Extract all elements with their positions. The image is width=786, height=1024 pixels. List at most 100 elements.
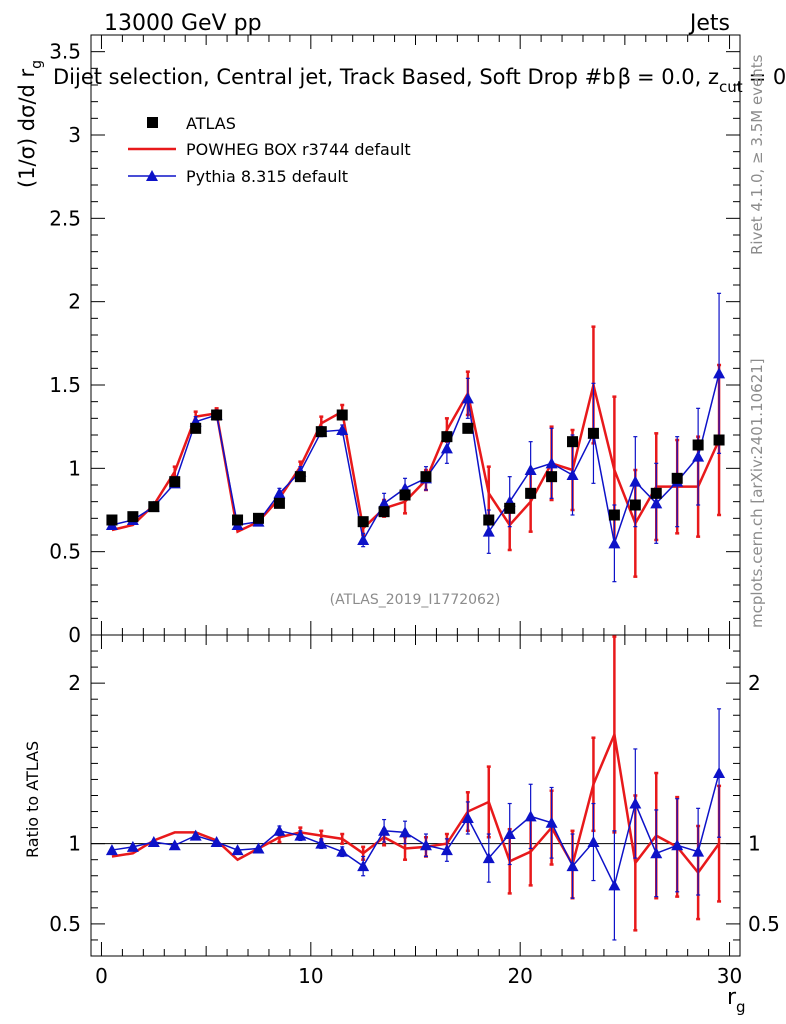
atlas-data-point xyxy=(399,489,411,501)
x-axis-title: rg xyxy=(727,985,746,1016)
atlas-data-point xyxy=(127,511,139,523)
main-y-tick-label: 0.5 xyxy=(49,540,81,564)
atlas-data-point xyxy=(567,436,579,448)
atlas-data-point xyxy=(378,506,390,518)
ratio-pythia-point xyxy=(419,839,432,851)
ratio-pythia-point xyxy=(482,852,495,864)
atlas-data-point xyxy=(713,434,725,446)
ratio-pythia-point xyxy=(168,839,181,851)
ratio-y-tick-label-right: 1 xyxy=(748,832,761,856)
pythia-point xyxy=(650,497,663,509)
ratio-pythia-point xyxy=(650,847,663,859)
main-y-tick-label: 0 xyxy=(68,623,81,647)
atlas-data-point xyxy=(671,472,683,484)
beta-text: = 0.0, z xyxy=(637,65,719,89)
main-y-tick-label: 3.5 xyxy=(49,40,81,64)
ratio-pythia-line xyxy=(111,772,720,888)
main-y-tick-label: 1 xyxy=(68,456,81,480)
ratio-pythia-point xyxy=(189,829,202,841)
energy-label: 13000 GeV pp xyxy=(104,11,262,36)
pythia-point xyxy=(378,497,391,509)
atlas-data-point xyxy=(148,501,160,513)
atlas-data-point xyxy=(504,502,516,514)
main-y-tick-label: 2 xyxy=(68,290,81,314)
ratio-pythia-point xyxy=(713,767,726,779)
legend-atlas-marker xyxy=(147,117,158,128)
selection-label: Dijet selection, Central jet, Track Base… xyxy=(53,65,786,96)
x-axis-text: r xyxy=(727,985,737,1010)
atlas-data-point xyxy=(190,422,202,434)
main-y-axis-title: (1/σ) dσ/d rg xyxy=(15,60,45,188)
atlas-data-point xyxy=(232,514,244,526)
atlas-data-point xyxy=(336,409,348,421)
main-y-axis-text: (1/σ) dσ/d r xyxy=(15,68,39,188)
ratio-plot-area xyxy=(105,635,726,941)
ratio-pythia-point xyxy=(231,844,244,856)
ratio-pythia-point xyxy=(692,845,705,857)
atlas-data-point xyxy=(315,426,327,438)
ratio-pythia-point xyxy=(315,837,328,849)
analysis-id: (ATLAS_2019_I1772062) xyxy=(330,592,501,608)
pythia-point xyxy=(482,525,495,537)
ratio-pythia-point xyxy=(671,839,684,851)
ratio-pythia-point xyxy=(524,810,537,822)
pythia-point xyxy=(713,367,726,379)
pythia-point xyxy=(566,469,579,480)
legend-pythia-label: Pythia 8.315 default xyxy=(186,167,348,186)
ratio-pythia-point xyxy=(629,797,642,809)
atlas-data-point xyxy=(211,409,223,421)
rivet-label: Rivet 4.1.0, ≥ 3.5M events xyxy=(748,54,766,255)
ratio-axis-ticks: 0.5 0.51 12 20 10 20 30 xyxy=(49,635,780,988)
atlas-data-point xyxy=(169,476,181,488)
zcut-sub: cut xyxy=(719,78,743,96)
ratio-plot-frame xyxy=(90,634,741,957)
x-axis-sub: g xyxy=(736,998,746,1016)
pythia-point xyxy=(629,475,642,487)
ratio-pythia-point xyxy=(126,840,139,852)
mcplots-label: mcplots.cern.ch [arXiv:2401.10621] xyxy=(748,358,766,628)
ratio-pythia-point xyxy=(608,879,621,891)
atlas-data-point xyxy=(441,431,453,443)
ratio-y-tick-label: 1 xyxy=(68,832,81,856)
atlas-data-point xyxy=(483,514,495,526)
atlas-data-point xyxy=(462,422,474,434)
beta-symbol: β xyxy=(618,65,631,89)
main-y-tick-label: 1.5 xyxy=(49,373,81,397)
ratio-pythia-point xyxy=(273,824,286,836)
ratio-pythia-point xyxy=(357,860,370,872)
ratio-pythia-point xyxy=(503,828,516,840)
legend-powheg-label: POWHEG BOX r3744 default xyxy=(186,140,411,159)
ratio-pythia-point xyxy=(566,860,579,872)
main-y-axis-sub: g xyxy=(29,60,45,69)
ratio-pythia-point xyxy=(587,836,600,848)
ratio-powheg-line xyxy=(111,730,721,875)
pythia-series-line xyxy=(111,373,720,547)
x-tick-label: 20 xyxy=(507,964,532,988)
atlas-data-point xyxy=(294,471,306,483)
atlas-data-point xyxy=(273,497,285,509)
atlas-data-point xyxy=(546,471,558,483)
pythia-point xyxy=(692,450,705,462)
atlas-data-point xyxy=(106,514,118,526)
ratio-pythia-point xyxy=(440,844,453,856)
ratio-pythia-point xyxy=(336,845,349,857)
ratio-pythia-point xyxy=(378,824,391,836)
atlas-data-point xyxy=(608,509,620,521)
ratio-pythia-point xyxy=(461,811,474,823)
atlas-data-point xyxy=(692,439,704,451)
ratio-pythia-point xyxy=(147,836,160,848)
atlas-data-point xyxy=(525,487,537,499)
atlas-data-point xyxy=(629,499,641,511)
pythia-point xyxy=(357,534,370,545)
main-y-tick-label: 3 xyxy=(68,123,81,147)
x-tick-label: 0 xyxy=(95,964,108,988)
legend: ATLAS POWHEG BOX r3744 default Pythia 8.… xyxy=(128,114,411,186)
main-plot-area xyxy=(105,292,726,583)
ratio-y-tick-label: 2 xyxy=(68,671,81,695)
powheg-series-line xyxy=(111,384,721,534)
x-tick-label: 10 xyxy=(298,964,323,988)
ratio-pythia-point xyxy=(105,844,118,856)
main-axis-ticks: 0 0.5 1 1.5 2 2.5 3 3.5 xyxy=(49,35,740,647)
atlas-data-point xyxy=(650,487,662,499)
